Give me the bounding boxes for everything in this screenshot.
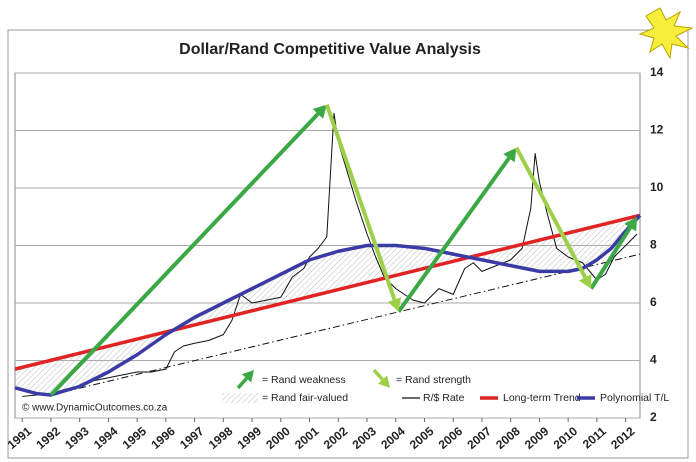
arrow-head [377,375,390,388]
legend: = Rand weakness = Rand strength = Rand fai… [215,366,669,406]
arrow [589,216,638,290]
chart-title: Dollar/Rand Competitive Value Analysis [179,41,481,58]
y-tick-label: 12 [650,123,664,137]
y-tick-label: 4 [650,353,657,367]
starburst [638,7,694,60]
arrow-shaft [514,146,587,279]
y-tick-label: 6 [650,295,657,309]
arrow-head [503,147,517,163]
arrow-shaft [589,226,632,290]
y-tick-label: 8 [650,238,657,252]
legend-swatch [222,393,258,403]
arrow [236,370,254,390]
y-tick-label: 2 [650,410,657,424]
arrow [49,104,327,397]
legend-label: = Rand fair-valued [262,392,348,404]
arrow [514,146,592,289]
arrow-head [312,104,327,119]
arrow-shaft [236,377,248,390]
arrow [396,147,517,313]
arrow-shaft [396,156,511,313]
y-tick-label: 10 [650,180,664,194]
series-line [14,213,641,371]
series-line [22,112,638,397]
y-tick-label: 14 [650,65,664,79]
arrow-head [578,274,592,289]
arrow [372,368,390,388]
legend-label: = Rand weakness [262,374,346,386]
credit: © www.DynamicOutcomes.co.za [22,403,168,414]
arrow-shaft [372,368,384,381]
arrow [324,103,402,312]
legend-label: Polynomial T/L [600,392,669,404]
legend-label: Long-term Trend [503,392,581,404]
arrow-shaft [49,112,320,397]
legend-label: = Rand strength [396,374,471,386]
legend-label: R/$ Rate [423,392,465,404]
arrow-head [624,216,638,232]
arrow-shaft [324,103,397,301]
arrow-head [241,370,254,383]
arrow-head [387,297,402,312]
legend-box [215,366,635,406]
